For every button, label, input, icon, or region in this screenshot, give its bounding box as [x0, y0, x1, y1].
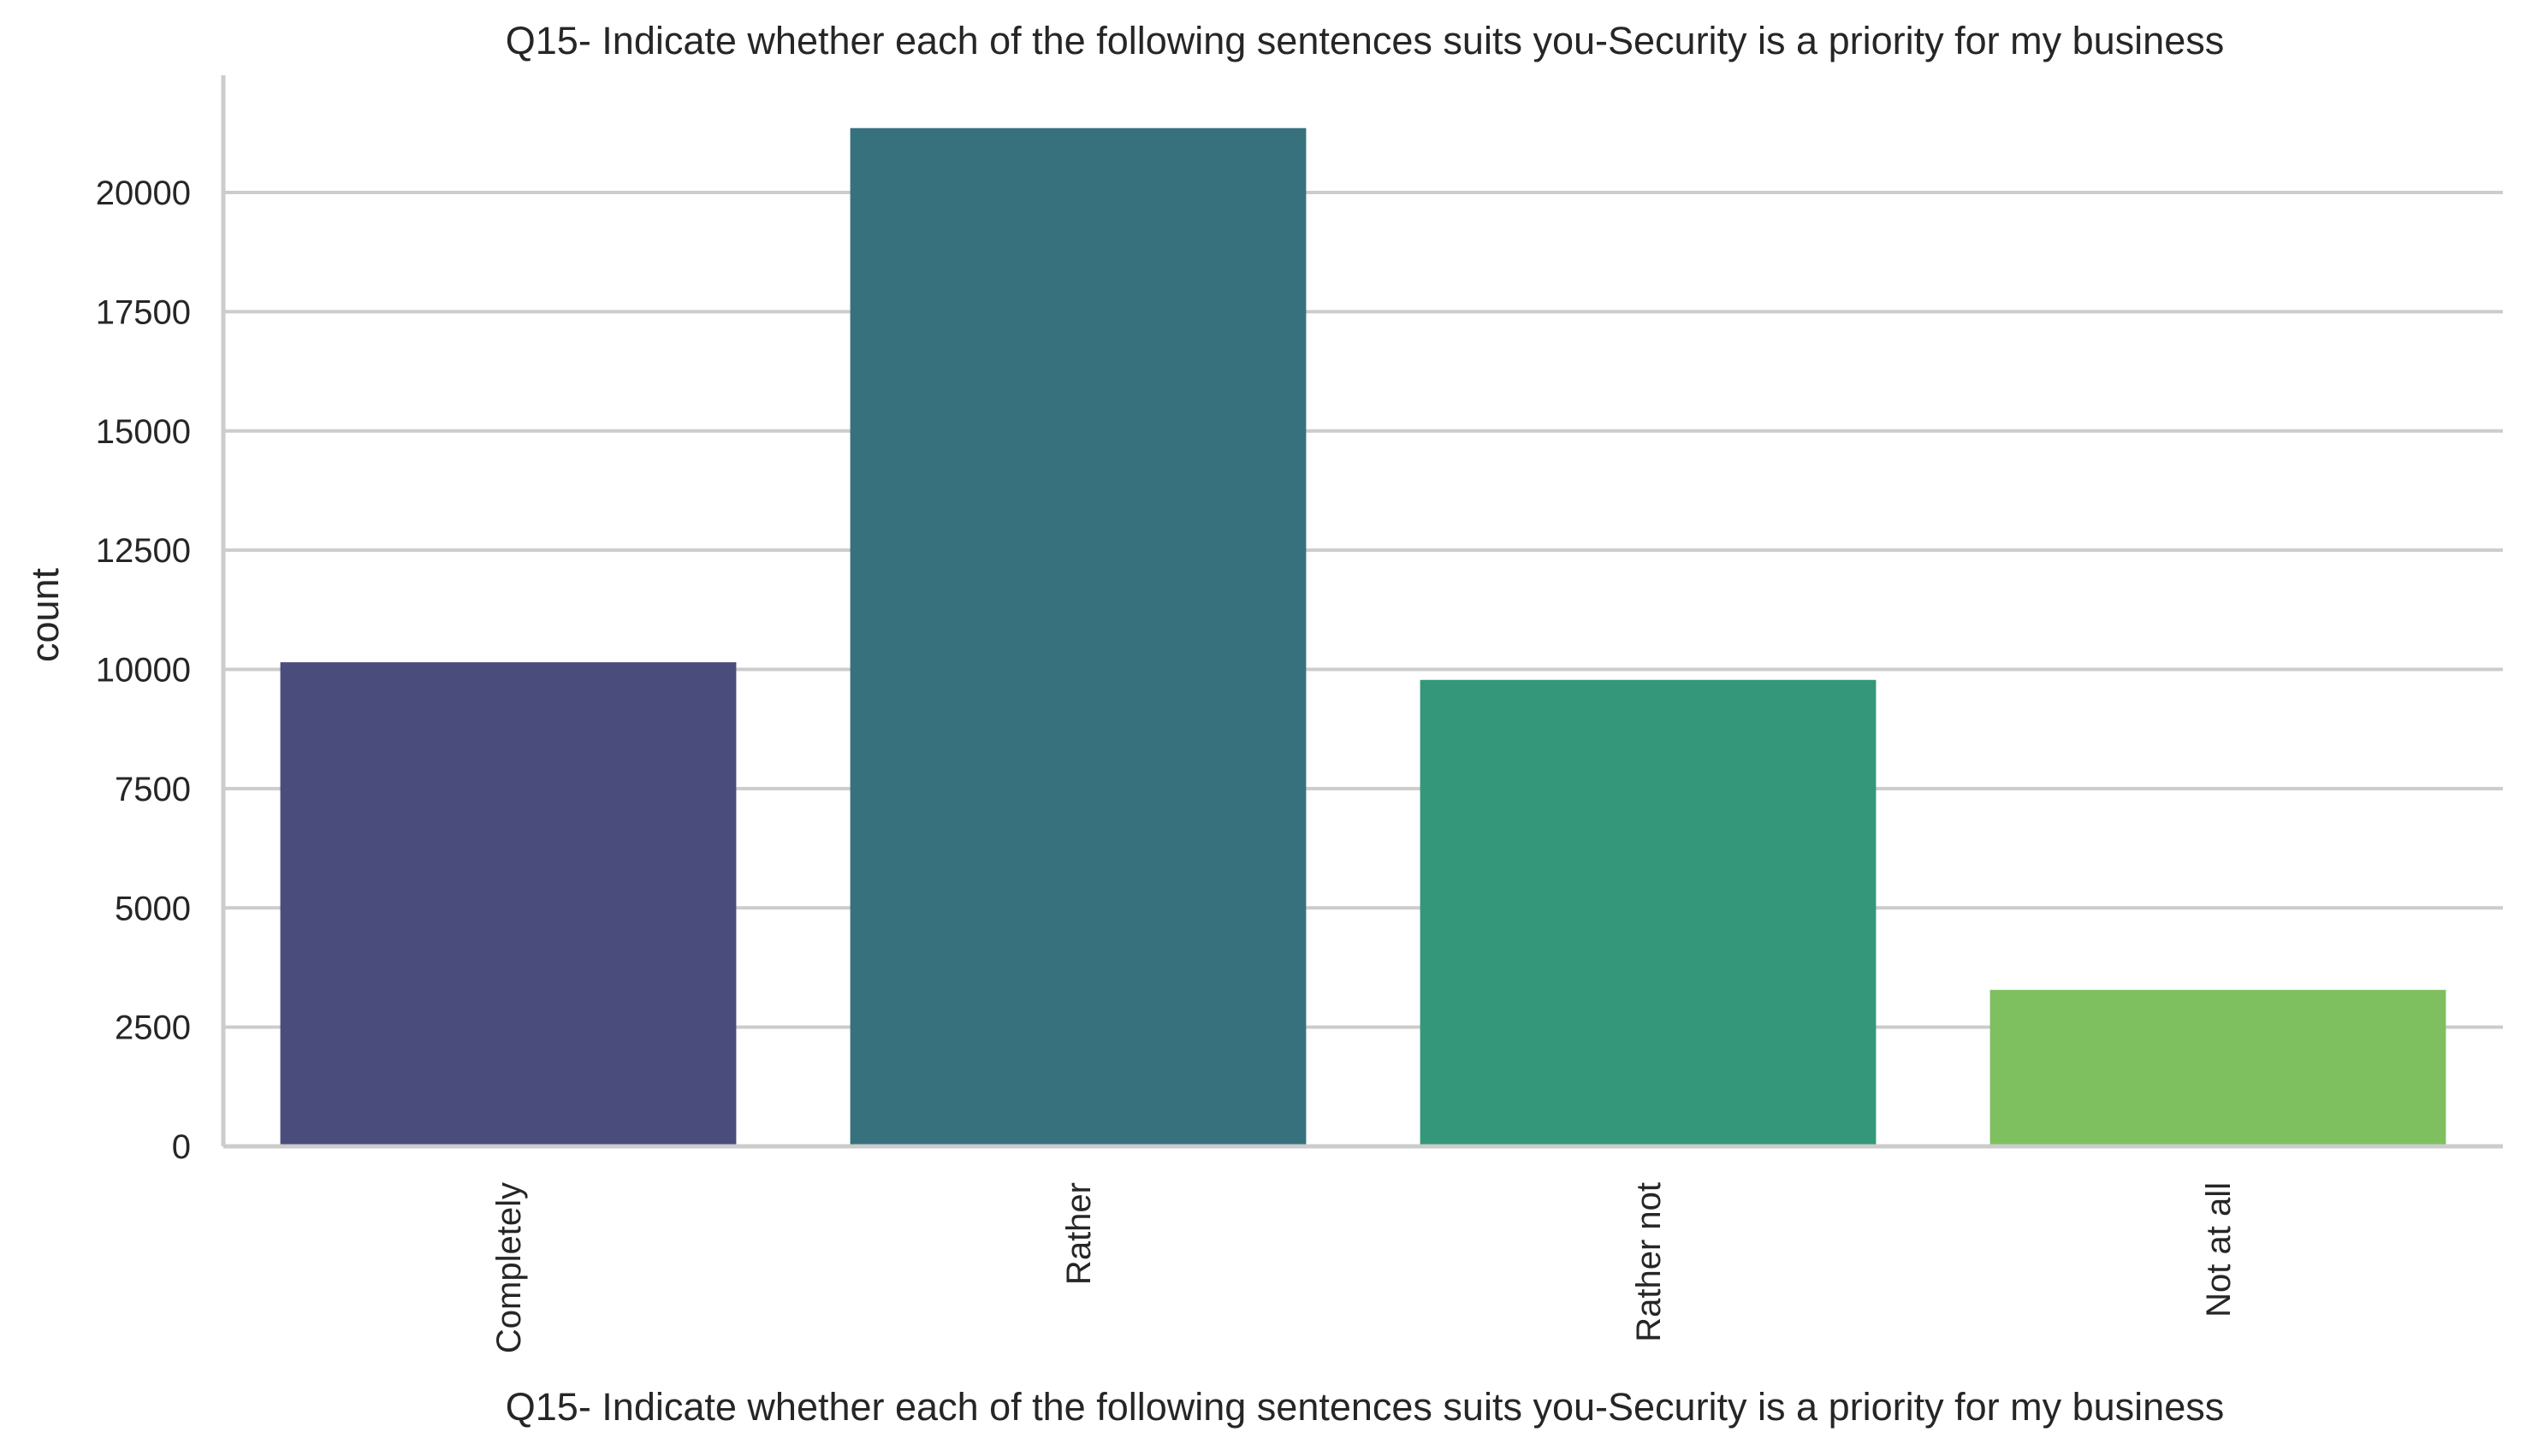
y-tick-label: 17500 — [96, 293, 191, 331]
y-tick-labels: 0 2500 5000 7500 10000 12500 15000 17500 20000 — [96, 175, 191, 1166]
x-tick-label: Rather not — [1630, 1182, 1668, 1342]
y-tick-label: 20000 — [96, 175, 191, 212]
y-tick-label: 10000 — [96, 652, 191, 690]
chart-title: Q15- Indicate whether each of the follow… — [506, 19, 2224, 62]
bar-completely — [280, 662, 737, 1146]
bars — [280, 127, 2446, 1146]
bar-rather-not — [1420, 679, 1877, 1146]
bar-rather — [850, 127, 1307, 1146]
x-tick-label: Not at all — [2200, 1182, 2238, 1317]
y-tick-label: 0 — [172, 1128, 191, 1166]
x-axis-label: Q15- Indicate whether each of the follow… — [506, 1385, 2224, 1429]
y-tick-label: 2500 — [115, 1009, 191, 1047]
axes — [221, 75, 2503, 1149]
y-axis-label: count — [23, 567, 67, 662]
y-tick-label: 5000 — [115, 890, 191, 927]
x-tick-label: Rather — [1060, 1182, 1098, 1285]
y-tick-label: 7500 — [115, 771, 191, 808]
y-tick-label: 12500 — [96, 532, 191, 570]
y-tick-label: 15000 — [96, 413, 191, 451]
bar-not-at-all — [1989, 990, 2446, 1146]
x-tick-labels: Completely Rather Rather not Not at all — [490, 1182, 2238, 1353]
x-tick-label: Completely — [490, 1182, 528, 1353]
